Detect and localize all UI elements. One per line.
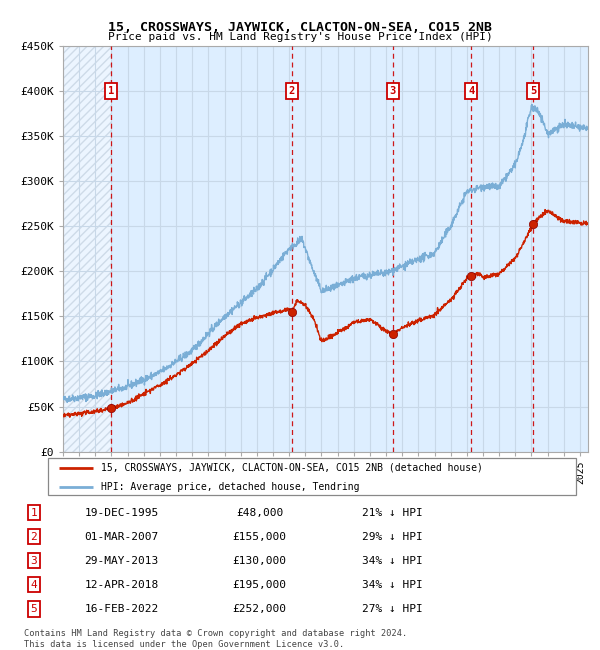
Text: 2: 2 [31, 532, 37, 541]
Text: 5: 5 [31, 604, 37, 614]
Text: 15, CROSSWAYS, JAYWICK, CLACTON-ON-SEA, CO15 2NB: 15, CROSSWAYS, JAYWICK, CLACTON-ON-SEA, … [108, 21, 492, 34]
Text: 19-DEC-1995: 19-DEC-1995 [85, 508, 158, 517]
Text: 34% ↓ HPI: 34% ↓ HPI [362, 580, 422, 590]
Text: 15, CROSSWAYS, JAYWICK, CLACTON-ON-SEA, CO15 2NB (detached house): 15, CROSSWAYS, JAYWICK, CLACTON-ON-SEA, … [101, 463, 482, 473]
Text: £195,000: £195,000 [233, 580, 287, 590]
Text: 21% ↓ HPI: 21% ↓ HPI [362, 508, 422, 517]
Text: 4: 4 [468, 86, 475, 96]
Text: £155,000: £155,000 [233, 532, 287, 541]
Text: 3: 3 [389, 86, 396, 96]
Text: £130,000: £130,000 [233, 556, 287, 566]
Text: £252,000: £252,000 [233, 604, 287, 614]
Text: Contains HM Land Registry data © Crown copyright and database right 2024.
This d: Contains HM Land Registry data © Crown c… [24, 629, 407, 649]
Text: 34% ↓ HPI: 34% ↓ HPI [362, 556, 422, 566]
Text: 16-FEB-2022: 16-FEB-2022 [85, 604, 158, 614]
Text: £48,000: £48,000 [236, 508, 283, 517]
Text: 2: 2 [289, 86, 295, 96]
Text: 1: 1 [31, 508, 37, 517]
Text: 01-MAR-2007: 01-MAR-2007 [85, 532, 158, 541]
Text: 29-MAY-2013: 29-MAY-2013 [85, 556, 158, 566]
FancyBboxPatch shape [48, 458, 576, 495]
Text: 3: 3 [31, 556, 37, 566]
Text: Price paid vs. HM Land Registry's House Price Index (HPI): Price paid vs. HM Land Registry's House … [107, 32, 493, 42]
Text: HPI: Average price, detached house, Tendring: HPI: Average price, detached house, Tend… [101, 482, 359, 492]
Text: 5: 5 [530, 86, 536, 96]
Text: 29% ↓ HPI: 29% ↓ HPI [362, 532, 422, 541]
Text: 4: 4 [31, 580, 37, 590]
Text: 1: 1 [108, 86, 114, 96]
Bar [63, 46, 111, 452]
Text: 12-APR-2018: 12-APR-2018 [85, 580, 158, 590]
Text: 27% ↓ HPI: 27% ↓ HPI [362, 604, 422, 614]
